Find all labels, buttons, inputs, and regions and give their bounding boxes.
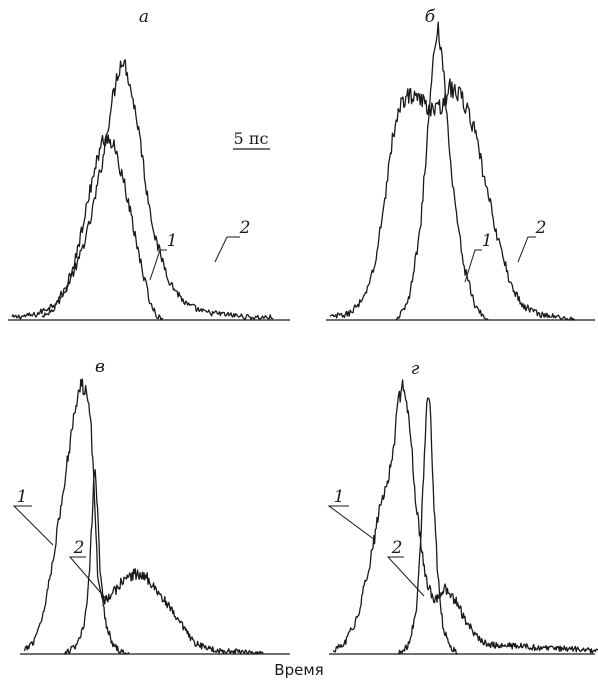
panel-a-series-1-label: 1: [167, 231, 178, 251]
panel-b-series-2-leader: [517, 236, 536, 263]
panel-a: 21: [8, 59, 290, 321]
panel-a-series-2-label: 2: [239, 218, 251, 238]
panel-v-label: в: [95, 357, 105, 377]
panel-b-series-1-line: [329, 78, 576, 321]
scale-bar-label: 5 пс: [234, 129, 269, 148]
panel-a-series-2-line: [41, 133, 164, 321]
panel-b-series-2-line: [395, 21, 489, 321]
panel-b-series-1-label: 1: [482, 231, 493, 251]
panel-a-series-2-leader: [214, 236, 240, 263]
panel-g-series-1-line: [332, 379, 598, 654]
panel-g-series-2-leader: [386, 556, 425, 597]
x-axis-label: Время: [274, 661, 323, 679]
panel-b-series-1-leader: [464, 249, 482, 283]
panel-b-series-2-label: 2: [535, 218, 547, 238]
panel-g-series-1-leader: [327, 505, 376, 541]
panel-g-series-1-label: 1: [334, 487, 345, 507]
panel-v-series-2-label: 2: [73, 538, 85, 558]
panel-g: 12: [327, 379, 598, 655]
panel-b-label: б: [425, 7, 436, 27]
panel-g-series-2-label: 2: [391, 538, 403, 558]
panel-v-series-1-label: 1: [17, 487, 28, 507]
panel-v-series-2-leader: [68, 556, 108, 601]
panel-g-label: г: [411, 359, 420, 379]
panel-v-series-1-leader: [12, 505, 54, 546]
panel-a-label: а: [139, 7, 149, 27]
panel-g-series-2-line: [397, 397, 459, 655]
panel-v-series-1-line: [23, 378, 264, 655]
panel-v-series-2-line: [63, 469, 130, 655]
panel-b: 21: [326, 21, 595, 321]
panel-a-series-1-leader: [149, 249, 167, 281]
panel-a-series-1-line: [11, 59, 274, 321]
panel-v: 12: [12, 378, 290, 655]
